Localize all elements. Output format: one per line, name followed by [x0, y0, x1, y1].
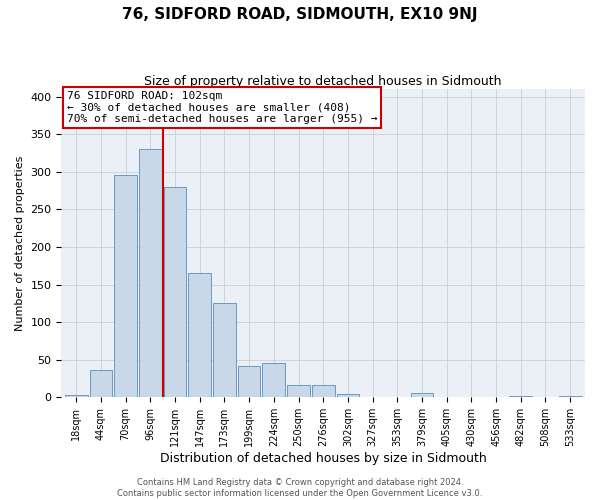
Bar	[188, 274, 211, 398]
Title: Size of property relative to detached houses in Sidmouth: Size of property relative to detached ho…	[145, 75, 502, 88]
X-axis label: Distribution of detached houses by size in Sidmouth: Distribution of detached houses by size …	[160, 452, 487, 465]
Bar	[164, 187, 187, 398]
Bar	[312, 384, 335, 398]
Bar	[410, 393, 433, 398]
Bar	[238, 366, 260, 398]
Bar	[65, 395, 88, 398]
Bar	[114, 175, 137, 398]
Text: 76 SIDFORD ROAD: 102sqm
← 30% of detached houses are smaller (408)
70% of semi-d: 76 SIDFORD ROAD: 102sqm ← 30% of detache…	[67, 90, 377, 124]
Bar	[559, 396, 581, 398]
Bar	[287, 386, 310, 398]
Bar	[337, 394, 359, 398]
Bar	[89, 370, 112, 398]
Bar	[262, 363, 285, 398]
Text: 76, SIDFORD ROAD, SIDMOUTH, EX10 9NJ: 76, SIDFORD ROAD, SIDMOUTH, EX10 9NJ	[122, 8, 478, 22]
Bar	[509, 396, 532, 398]
Bar	[213, 304, 236, 398]
Bar	[139, 150, 161, 398]
Text: Contains HM Land Registry data © Crown copyright and database right 2024.
Contai: Contains HM Land Registry data © Crown c…	[118, 478, 482, 498]
Y-axis label: Number of detached properties: Number of detached properties	[15, 156, 25, 331]
